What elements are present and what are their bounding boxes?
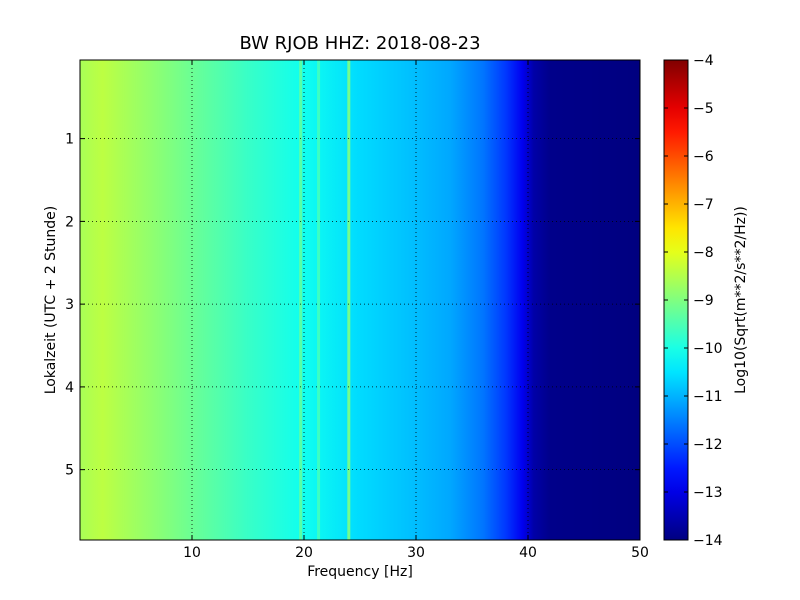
y-tick-label: 3 [65, 297, 74, 313]
plot-frame [79, 59, 641, 541]
x-tick-label: 50 [631, 545, 649, 561]
colorbar-tick-label: −11 [693, 389, 723, 405]
colorbar-tick-label: −12 [693, 437, 723, 453]
colorbar-tick-label: −5 [693, 101, 714, 117]
y-tick-label: 4 [65, 380, 74, 396]
colorbar-tick-label: −14 [693, 533, 723, 549]
plot-area [80, 60, 640, 540]
y-tick-label: 5 [65, 463, 74, 479]
colorbar-tick-label: −9 [693, 293, 714, 309]
colorbar-tick-label: −4 [693, 53, 714, 69]
colorbar-tick-label: −13 [693, 485, 723, 501]
y-tick-label: 1 [65, 132, 74, 148]
x-tick-label: 30 [407, 545, 425, 561]
chart-title: BW RJOB HHZ: 2018-08-23 [239, 33, 480, 54]
x-axis: 10 20 30 40 50 [183, 60, 649, 561]
x-axis-label: Frequency [Hz] [307, 564, 413, 580]
x-tick-label: 40 [519, 545, 537, 561]
colorbar-ticks: −4 −5 −6 −7 −8 −9 −10 −11 −12 −13 −14 [664, 53, 723, 549]
y-axis: 1 2 3 4 5 [65, 132, 640, 479]
colorbar-label: Log10(Sqrt(m**2/s**2/Hz)) [733, 206, 749, 394]
grid-lines [80, 60, 640, 540]
y-tick-label: 2 [65, 214, 74, 230]
colorbar-tick-label: −8 [693, 245, 714, 261]
colorbar-tick-label: −6 [693, 149, 714, 165]
x-tick-label: 10 [183, 545, 201, 561]
colorbar-tick-label: −7 [693, 197, 714, 213]
persistent-lines [299, 60, 351, 540]
spectrogram-background [80, 60, 640, 540]
colorbar: −4 −5 −6 −7 −8 −9 −10 −11 −12 −13 −14 Log10(Sqrt(m… [663, 53, 749, 549]
y-axis-label: Lokalzeit (UTC + 2 Stunde) [43, 206, 59, 395]
colorbar-tick-label: −10 [693, 341, 723, 357]
x-tick-label: 20 [295, 545, 313, 561]
